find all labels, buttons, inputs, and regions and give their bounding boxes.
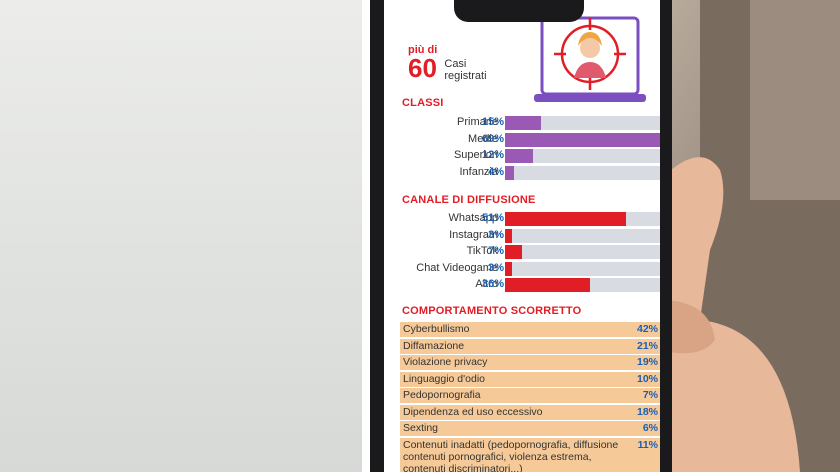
- behaviour-row: Cyberbullismo 42%: [400, 322, 660, 337]
- behaviour-label: Cyberbullismo: [403, 323, 470, 335]
- behaviour-percent: 21%: [636, 339, 658, 352]
- behaviour-label: Contenuti inadatti (pedopornografia, dif…: [403, 438, 619, 472]
- behaviour-label: Diffamazione: [403, 339, 465, 352]
- bar-row: Infanzia 4%: [400, 165, 660, 180]
- bar-label: Medie: [468, 132, 498, 145]
- bar-percent: 36%: [482, 278, 505, 290]
- bar-fill: [505, 228, 512, 243]
- behaviour-row: Pedopornografia 7%: [400, 388, 660, 403]
- bar-label: Whatsapp: [448, 212, 498, 224]
- bar-fill: [505, 149, 533, 163]
- behaviour-percent: 11%: [637, 438, 658, 451]
- bar-fill: [505, 245, 522, 259]
- phone-screen: più di 60 Casi registrati CLASSI Primari…: [384, 0, 660, 472]
- behaviour-label: Linguaggio d'odio: [403, 372, 485, 385]
- bar-percent: 3%: [488, 261, 504, 274]
- bar-track: [505, 261, 660, 276]
- behaviour-percent: 19%: [636, 356, 658, 368]
- behaviour-row: Dipendenza ed uso eccessivo 18%: [400, 404, 660, 420]
- behaviour-row: Sexting 6%: [400, 421, 660, 436]
- section-title-classi: CLASSI: [402, 97, 444, 109]
- bar-fill: [505, 261, 512, 276]
- bar-row: Whatsapp 51%: [400, 212, 660, 226]
- bar-label: Superiori: [453, 149, 498, 161]
- behaviour-percent: 42%: [636, 323, 658, 335]
- behaviour-percent: 10%: [636, 372, 658, 385]
- behaviour-row: Diffamazione 21%: [400, 338, 660, 354]
- behaviour-label: Violazione privacy: [403, 356, 488, 368]
- bar-track: [505, 165, 660, 180]
- cases-header: più di 60 Casi registrati: [408, 44, 487, 84]
- bar-row: TikTok 7%: [400, 245, 660, 259]
- bar-percent: 12%: [482, 149, 505, 161]
- bar-label: Infanzia: [459, 165, 498, 178]
- bar-track: [505, 245, 660, 259]
- bar-track: [505, 132, 660, 147]
- bar-track: [505, 228, 660, 243]
- bar-fill: [505, 116, 541, 130]
- bar-label: Chat Videogame: [416, 261, 498, 274]
- behaviour-row: Linguaggio d'odio 10%: [400, 371, 660, 387]
- behaviour-percent: 7%: [642, 389, 658, 401]
- hand-illustration: [650, 0, 840, 472]
- behaviour-row: Contenuti inadatti (pedopornografia, dif…: [400, 437, 660, 472]
- bar-row: Primarie 15%: [400, 116, 660, 130]
- section-title-canale: CANALE DI DIFFUSIONE: [402, 194, 536, 206]
- portrait-photo: [0, 0, 362, 472]
- behaviour-percent: 18%: [636, 405, 658, 418]
- bar-track: [505, 212, 660, 226]
- bar-label: Primarie: [457, 116, 498, 128]
- bar-fill: [505, 165, 514, 180]
- bar-row: Altro 36%: [400, 278, 660, 292]
- bar-percent: 4%: [488, 165, 504, 178]
- behaviour-label: Pedopornografia: [403, 389, 481, 401]
- cases-count: 60: [408, 53, 437, 83]
- behaviour-percent: 6%: [642, 422, 658, 434]
- cases-label-1: Casi: [444, 58, 467, 70]
- phone-notch: [454, 0, 584, 22]
- bar-fill: [505, 278, 590, 292]
- bar-label: Instagram: [449, 228, 498, 241]
- cases-label-2: registrati: [444, 70, 487, 82]
- photo-divider: [362, 0, 370, 472]
- bar-label: Altro: [475, 278, 498, 290]
- bar-percent: 69%: [482, 132, 505, 145]
- laptop-victim-icon: [534, 16, 646, 102]
- bar-fill: [505, 132, 660, 147]
- infographic: più di 60 Casi registrati CLASSI Primari…: [384, 0, 660, 472]
- bar-row: Instagram 3%: [400, 228, 660, 243]
- bar-percent: 15%: [482, 116, 505, 128]
- bar-track: [505, 278, 660, 292]
- bar-label: TikTok: [466, 245, 498, 257]
- bar-percent: 51%: [482, 212, 505, 224]
- behaviour-label: Dipendenza ed uso eccessivo: [403, 405, 543, 418]
- bar-row: Medie 69%: [400, 132, 660, 147]
- bar-percent: 7%: [488, 245, 504, 257]
- bar-track: [505, 149, 660, 163]
- bar-row: Superiori 12%: [400, 149, 660, 163]
- phone-photo: più di 60 Casi registrati CLASSI Primari…: [370, 0, 840, 472]
- bar-fill: [505, 212, 626, 226]
- behaviour-label: Sexting: [403, 422, 439, 434]
- cases-pre: più di: [408, 44, 438, 56]
- bar-row: Chat Videogame 3%: [400, 261, 660, 276]
- bar-track: [505, 116, 660, 130]
- smartphone: più di 60 Casi registrati CLASSI Primari…: [370, 0, 672, 472]
- behaviour-row: Violazione privacy 19%: [400, 355, 660, 370]
- section-title-comportamento: COMPORTAMENTO SCORRETTO: [402, 305, 582, 317]
- bar-percent: 3%: [488, 228, 504, 241]
- cases-label: Casi registrati: [444, 58, 486, 82]
